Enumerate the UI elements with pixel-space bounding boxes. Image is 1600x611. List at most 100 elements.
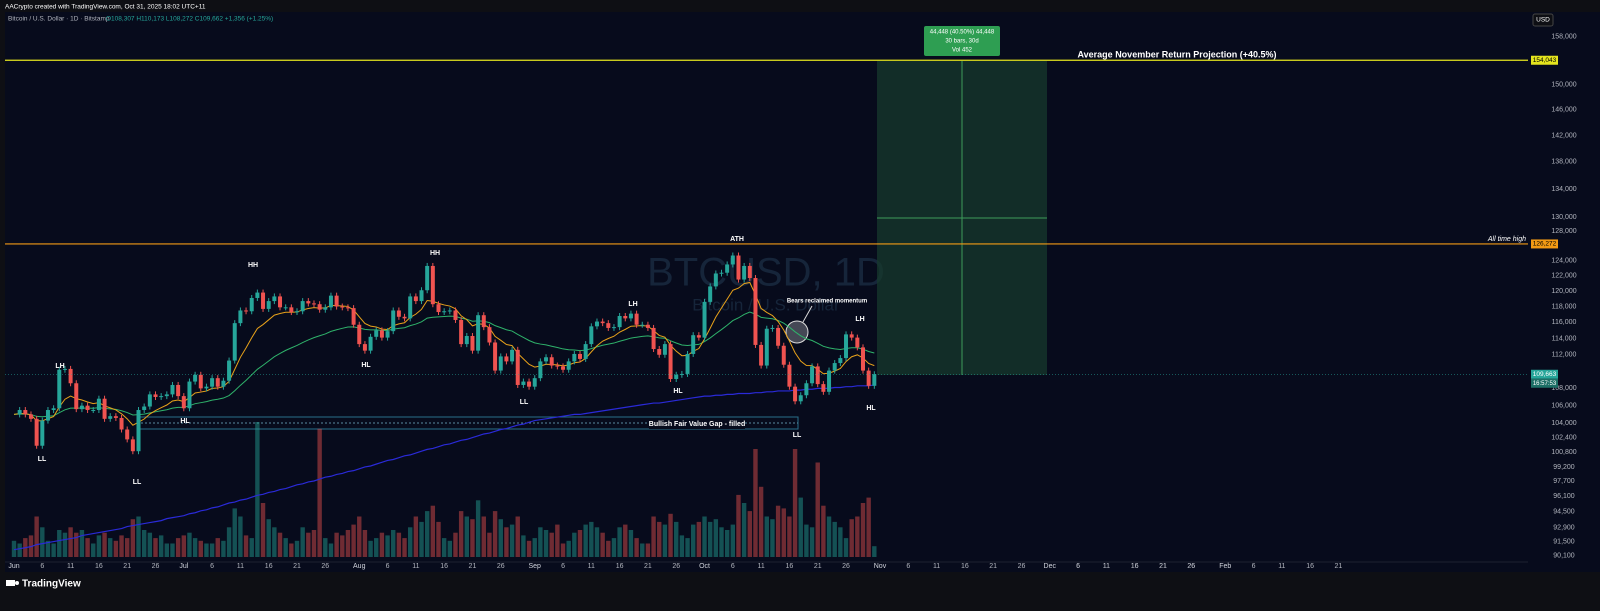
volume-bar — [289, 543, 294, 557]
volume-bar — [108, 538, 113, 557]
y-tick-label: 114,000 — [1552, 335, 1577, 342]
candle-body — [391, 310, 396, 332]
volume-bar — [424, 511, 430, 557]
candle-body — [804, 383, 809, 396]
volume-bar — [215, 538, 220, 557]
x-tick-label: 16 — [1131, 563, 1139, 570]
candle-body — [102, 398, 107, 419]
candle-body — [600, 321, 605, 324]
candle-body — [57, 369, 62, 409]
candle-body — [855, 337, 860, 348]
x-tick-label: 6 — [561, 563, 565, 570]
candle-body — [459, 319, 464, 345]
volume-bar — [589, 521, 594, 557]
volume-bar — [804, 524, 809, 557]
candle-body — [374, 330, 379, 337]
volume-bar — [447, 540, 453, 557]
y-tick-label: 138,000 — [1551, 159, 1576, 166]
x-tick-label: 16 — [616, 563, 624, 570]
volume-bar — [277, 532, 283, 557]
volume-bar — [787, 516, 792, 557]
volume-bar — [334, 532, 339, 557]
candle-body — [476, 315, 481, 351]
volume-bar — [374, 538, 379, 557]
volume-bar — [866, 497, 871, 557]
volume-bar — [158, 535, 164, 557]
candle-body — [368, 336, 373, 351]
candle-body — [504, 356, 509, 362]
volume-bar — [464, 516, 469, 557]
currency-button[interactable] — [1532, 13, 1554, 27]
volume-bar — [611, 538, 617, 557]
volume-bar — [730, 524, 736, 557]
currency[interactable]: USD — [1536, 17, 1550, 24]
candle-body — [583, 344, 588, 359]
annotation: LL — [38, 456, 47, 463]
volume-bar — [170, 543, 175, 557]
candle-body — [181, 396, 186, 409]
volume-bar — [300, 527, 305, 557]
candle-body — [798, 395, 803, 402]
candle-body — [674, 374, 679, 380]
candle-body — [510, 349, 515, 362]
candle-body — [821, 384, 826, 392]
candle-body — [227, 360, 232, 381]
candle-body — [872, 374, 877, 386]
candle-body — [176, 384, 181, 397]
x-tick-label: Sep — [528, 563, 541, 570]
volume-bar — [136, 516, 141, 557]
volume-bar — [306, 532, 311, 557]
y-tick-label: 120,000 — [1551, 288, 1576, 295]
annotation: LL — [793, 432, 802, 439]
candle-body — [645, 324, 650, 328]
candle-body — [589, 326, 594, 345]
volume-bar — [96, 535, 102, 557]
candle-body — [679, 373, 684, 375]
volume-bar — [758, 486, 764, 557]
volume-bar — [441, 538, 447, 557]
volume-bar — [623, 524, 628, 557]
x-tick-label: 11 — [67, 563, 74, 570]
x-tick-label: Oct — [699, 563, 710, 570]
x-tick-label: 21 — [469, 563, 477, 570]
candle-body — [606, 323, 611, 328]
x-tick-label: 6 — [40, 563, 44, 570]
x-tick-label: 21 — [814, 563, 822, 570]
y-tick-label: 92,900 — [1553, 524, 1575, 531]
volume-bar — [187, 532, 192, 557]
countdown: 16:57:53 — [1533, 381, 1557, 387]
volume-bar — [628, 530, 634, 557]
candle-body — [153, 394, 158, 397]
volume-bar — [492, 511, 498, 557]
volume-bar — [572, 532, 577, 557]
volume-bar — [832, 521, 837, 557]
candle-body — [702, 301, 707, 338]
x-tick-label: Nov — [874, 563, 887, 570]
volume-bar — [385, 535, 390, 557]
watermark-name: Bitcoin / U.S. Dollar — [692, 295, 840, 314]
x-tick-label: 21 — [989, 563, 997, 570]
candle-body — [79, 405, 84, 410]
candle-body — [634, 313, 639, 325]
volume-bar — [198, 540, 203, 557]
volume-bar — [340, 535, 345, 557]
candle-body — [413, 296, 418, 302]
volume-bar — [668, 513, 673, 557]
volume-bar — [74, 532, 79, 557]
volume-bar — [323, 538, 328, 557]
volume-bar — [379, 532, 385, 557]
volume-bar — [685, 538, 690, 557]
candle-body — [747, 265, 752, 279]
watermark-ticker: BTCUSD, 1D — [647, 251, 885, 295]
candle-body — [759, 344, 764, 366]
candle-body — [810, 366, 815, 384]
y-tick-label: 128,000 — [1551, 228, 1576, 235]
volume-bar — [662, 524, 668, 557]
candle-body — [594, 321, 599, 327]
x-tick-label: 6 — [731, 563, 735, 570]
volume-bar — [640, 543, 645, 557]
x-tick-label: 26 — [497, 563, 505, 570]
candle-body — [198, 374, 203, 389]
volume-bar — [764, 516, 769, 557]
candle-body — [742, 265, 747, 280]
